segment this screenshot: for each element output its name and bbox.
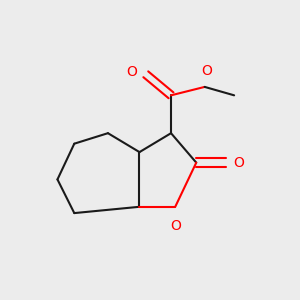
Text: O: O	[201, 64, 212, 78]
Text: O: O	[170, 219, 181, 232]
Text: O: O	[127, 65, 137, 79]
Text: O: O	[233, 156, 244, 170]
